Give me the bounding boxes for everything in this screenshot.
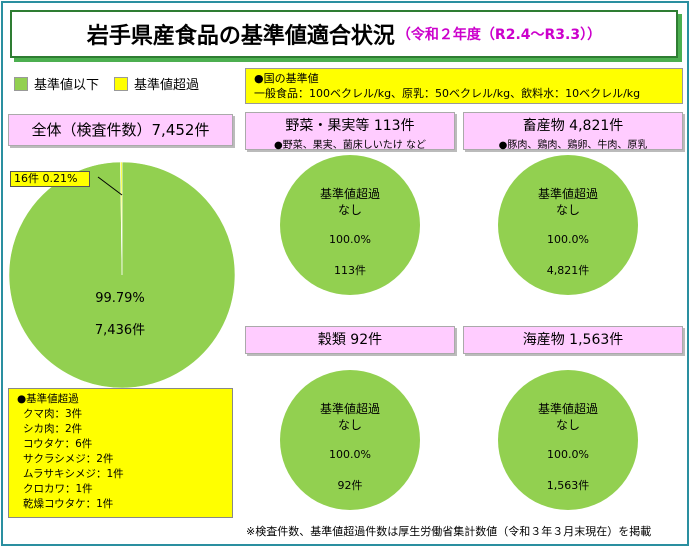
pie-label-count: 4,821件 — [547, 264, 590, 277]
category-title-livestock: 畜産物 4,821件 — [522, 118, 624, 134]
pie-label-count: 92件 — [338, 479, 363, 492]
overall-label: 全体（検査件数）7,452件 — [8, 114, 233, 146]
category-title-grains: 穀類 92件 — [317, 332, 383, 348]
pie-label-percent: 100.0% — [329, 233, 371, 246]
legend-label-exceed: 基準値超過 — [134, 78, 200, 93]
category-title-seafood: 海産物 1,563件 — [522, 332, 624, 348]
exceed-callout: 16件 0.21% — [10, 171, 90, 187]
exceed-list-heading: ●基準値超過 — [17, 393, 79, 405]
standards-text: 一般食品：100ベクレル/kg、原乳：50ベクレル/kg、飲料水：10ベクレル/… — [254, 87, 641, 100]
category-label-grains: 穀類 92件 — [245, 326, 455, 354]
pie-label-percent: 100.0% — [547, 448, 589, 461]
exceed-list-items: クマ肉：3件 シカ肉：2件 コウタケ：6件サクラシメジ：2件 ムラサキシメジ：1件 クロ… — [17, 407, 224, 512]
page-subtitle: （令和２年度（R2.4～R3.3）） — [396, 27, 602, 43]
legend-swatch-below — [14, 76, 28, 91]
category-label-seafood: 海産物 1,563件 — [463, 326, 683, 354]
legend-item-exceed: 基準値超過 — [114, 74, 199, 93]
standards-heading: ●国の基準値 — [254, 72, 319, 85]
pie-label-percent: 100.0% — [329, 448, 371, 461]
exceed-list-item: クマ肉：3件 — [23, 408, 83, 420]
exceed-list-item: サクラシメジ：2件 — [23, 453, 114, 465]
pie-label-percent: 100.0% — [547, 233, 589, 246]
pie-label-exceed-heading: 基準値超過 — [320, 401, 380, 416]
legend-label-below: 基準値以下 — [34, 78, 100, 93]
pie-label-count: 7,436件 — [95, 323, 145, 338]
pie-slice-below — [498, 155, 638, 295]
page-title: 岩手県産食品の基準値適合状況 — [86, 24, 395, 49]
legend-item-below: 基準値以下 — [14, 74, 99, 93]
category-sub-livestock: ●豚肉、鶏肉、鶏卵、牛肉、原乳 — [498, 140, 648, 151]
pie-slice-below — [280, 370, 420, 510]
pie-label-count: 113件 — [334, 264, 366, 277]
exceed-list-item: クロカワ：1件 — [23, 483, 93, 495]
legend-swatch-exceed — [114, 76, 128, 91]
footnote: ※検査件数、基準値超過件数は厚生労働省集計数値（令和３年３月末現在）を掲載 — [246, 525, 652, 538]
pie-label-none: なし — [556, 203, 580, 217]
title-box: 岩手県産食品の基準値適合状況 （令和２年度（R2.4～R3.3）） — [10, 10, 678, 58]
exceed-list-item: 乾燥コウタケ：1件 — [23, 498, 114, 510]
category-label-livestock: 畜産物 4,821件 ●豚肉、鶏肉、鶏卵、牛肉、原乳 — [463, 112, 683, 151]
pie-label-percent: 99.79% — [95, 291, 145, 306]
pie-slice-exceed — [120, 161, 123, 276]
overall-label-text: 全体（検査件数）7,452件 — [31, 121, 210, 139]
pie-label-none: なし — [556, 418, 580, 432]
category-sub-vegetables: ●野菜、果実、菌床しいたけ など — [274, 140, 426, 151]
exceed-list-box: ●基準値超過 クマ肉：3件 シカ肉：2件 コウタケ：6件サクラシメジ：2件 ムラサキシ… — [8, 388, 233, 518]
exceed-list-item: コウタケ：6件 — [23, 438, 93, 450]
category-label-vegetables: 野菜・果実等 113件 ●野菜、果実、菌床しいたけ など — [245, 112, 455, 151]
standards-box: ●国の基準値 一般食品：100ベクレル/kg、原乳：50ベクレル/kg、飲料水：… — [245, 68, 683, 104]
pie-label-exceed-heading: 基準値超過 — [538, 401, 598, 416]
pie-label-none: なし — [338, 203, 362, 217]
category-title-vegetables: 野菜・果実等 113件 — [285, 118, 415, 134]
pie-label-exceed-heading: 基準値超過 — [538, 186, 598, 201]
pie-label-count: 1,563件 — [547, 479, 590, 492]
pie-chart-overall: 99.79% 7,436件 — [8, 161, 236, 389]
pie-slice-below — [280, 155, 420, 295]
pie-slice-below — [498, 370, 638, 510]
callout-leader-line — [97, 176, 123, 196]
exceed-list-item: シカ肉：2件 — [23, 423, 83, 435]
pie-label-exceed-heading: 基準値超過 — [320, 186, 380, 201]
exceed-list-item: ムラサキシメジ：1件 — [23, 468, 124, 480]
pie-label-none: なし — [338, 418, 362, 432]
